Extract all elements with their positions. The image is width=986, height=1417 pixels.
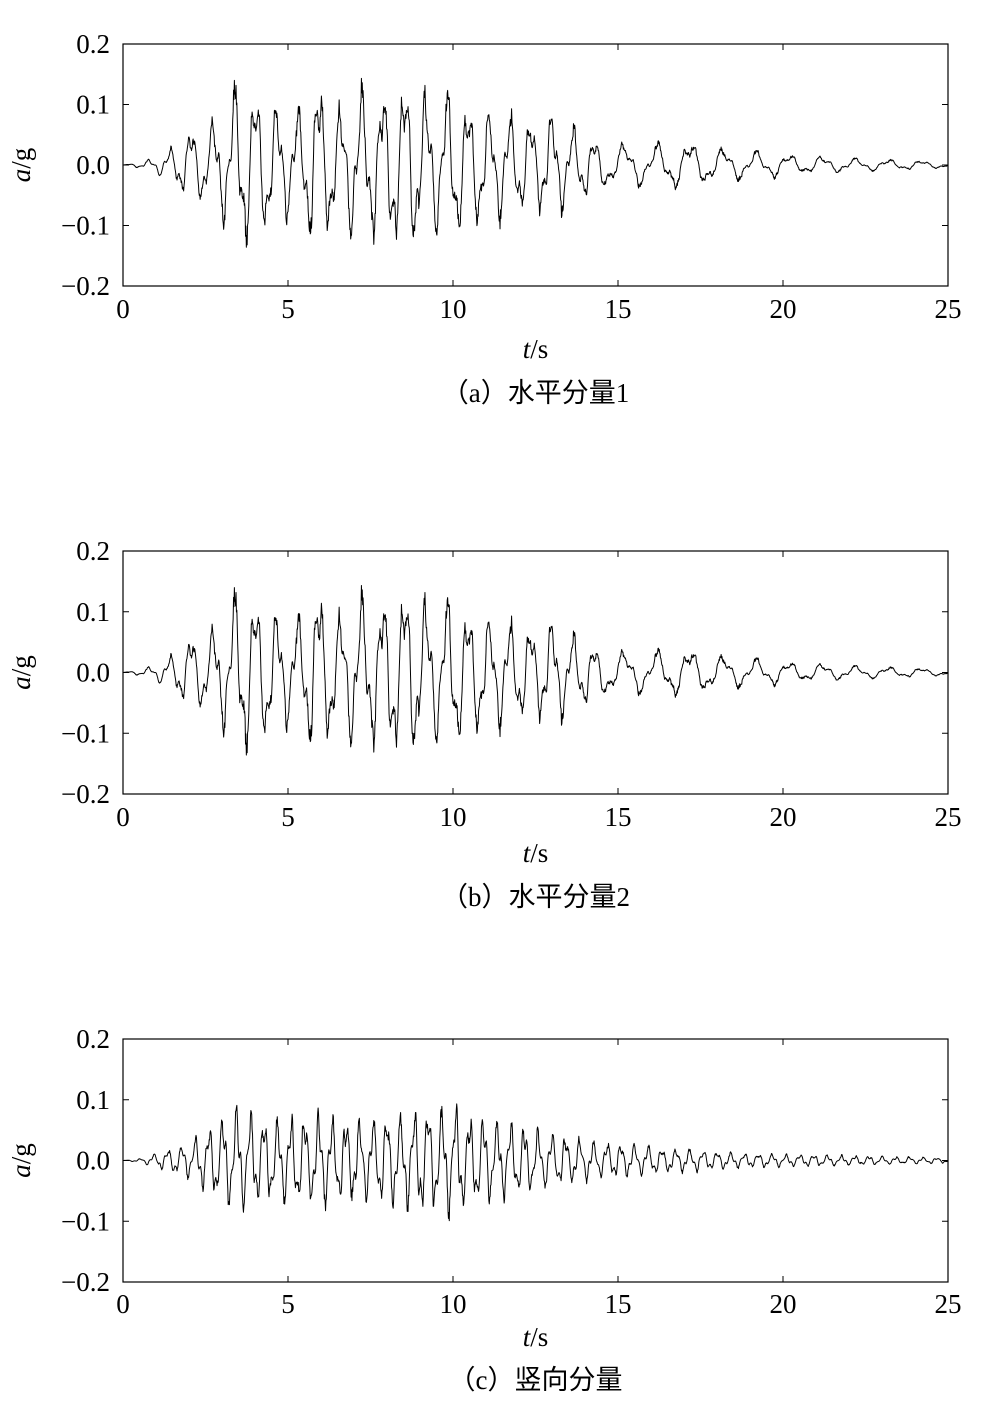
x-tick-label: 5 xyxy=(281,802,295,832)
x-tick-label: 25 xyxy=(935,294,962,324)
x-tick-label: 20 xyxy=(770,294,797,324)
x-tick-label: 0 xyxy=(116,802,130,832)
y-tick-label: −0.2 xyxy=(61,271,110,301)
x-tick-label: 5 xyxy=(281,1289,295,1319)
x-axis-label: t/s xyxy=(523,838,549,868)
x-tick-label: 20 xyxy=(770,802,797,832)
y-axis-label-variable: a xyxy=(6,1164,36,1178)
panel-caption: （b）水平分量2 xyxy=(441,882,630,912)
y-tick-label: 0.0 xyxy=(76,1146,110,1176)
x-axis-label: t/s xyxy=(523,1322,549,1352)
y-axis-label: a/g xyxy=(6,1143,36,1178)
series-line-a xyxy=(122,77,949,248)
x-tick-label: 25 xyxy=(935,1289,962,1319)
x-axis-label: t/s xyxy=(523,334,549,364)
y-tick-label: 0.0 xyxy=(76,658,110,688)
y-tick-label: −0.2 xyxy=(61,779,110,809)
chart-panel-a: 0 5 10 15 20 25 0.2 0.1 0.0 −0.1 −0.2 a/g t/s （a）水平分量… xyxy=(6,29,962,408)
y-tick-label: −0.1 xyxy=(61,718,110,748)
x-axis-label-variable: t xyxy=(523,838,532,868)
x-tick-label: 15 xyxy=(605,1289,632,1319)
panel-caption: （c）竖向分量 xyxy=(449,1365,623,1395)
x-tick-label: 10 xyxy=(440,294,467,324)
x-tick-label: 0 xyxy=(116,294,130,324)
x-tick-label: 25 xyxy=(935,802,962,832)
y-tick-label: −0.1 xyxy=(61,1206,110,1236)
y-axis-label: a/g xyxy=(6,655,36,690)
chart-panel-c: 0 5 10 15 20 25 0.2 0.1 0.0 −0.1 −0.2 a/g t/s （c）竖向分量 xyxy=(6,1024,962,1395)
y-tick-label: −0.1 xyxy=(61,211,110,241)
y-tick-label: −0.2 xyxy=(61,1267,110,1297)
panel-caption: （a）水平分量1 xyxy=(442,378,629,408)
y-axis-label: a/g xyxy=(6,148,36,183)
y-tick-label: 0.2 xyxy=(76,29,110,59)
y-axis-label-unit: /g xyxy=(6,148,36,169)
chart-panel-b: 0 5 10 15 20 25 0.2 0.1 0.0 −0.1 −0.2 a/g t/s （b）水平分量… xyxy=(6,536,962,912)
series-line-b xyxy=(122,585,949,756)
x-axis-label-variable: t xyxy=(523,334,532,364)
y-axis-label-unit: /g xyxy=(6,655,36,676)
y-axis-label-variable: a xyxy=(6,169,36,183)
x-tick-label: 15 xyxy=(605,802,632,832)
x-axis-label-unit: /s xyxy=(530,334,548,364)
x-tick-label: 0 xyxy=(116,1289,130,1319)
y-tick-label: 0.0 xyxy=(76,150,110,180)
y-tick-label: 0.1 xyxy=(76,90,110,120)
plot-frame xyxy=(122,550,949,795)
plot-frame xyxy=(122,43,949,287)
y-tick-label: 0.2 xyxy=(76,536,110,566)
x-axis-label-variable: t xyxy=(523,1322,532,1352)
y-tick-label: 0.1 xyxy=(76,1085,110,1115)
x-tick-label: 20 xyxy=(770,1289,797,1319)
y-axis-label-variable: a xyxy=(6,676,36,690)
x-axis-label-unit: /s xyxy=(530,838,548,868)
y-tick-label: 0.2 xyxy=(76,1024,110,1054)
x-tick-label: 10 xyxy=(440,802,467,832)
x-tick-label: 10 xyxy=(440,1289,467,1319)
x-axis-label-unit: /s xyxy=(530,1322,548,1352)
x-tick-label: 5 xyxy=(281,294,295,324)
x-tick-label: 15 xyxy=(605,294,632,324)
series-line-c xyxy=(122,1103,949,1222)
y-axis-label-unit: /g xyxy=(6,1143,36,1164)
y-tick-label: 0.1 xyxy=(76,597,110,627)
